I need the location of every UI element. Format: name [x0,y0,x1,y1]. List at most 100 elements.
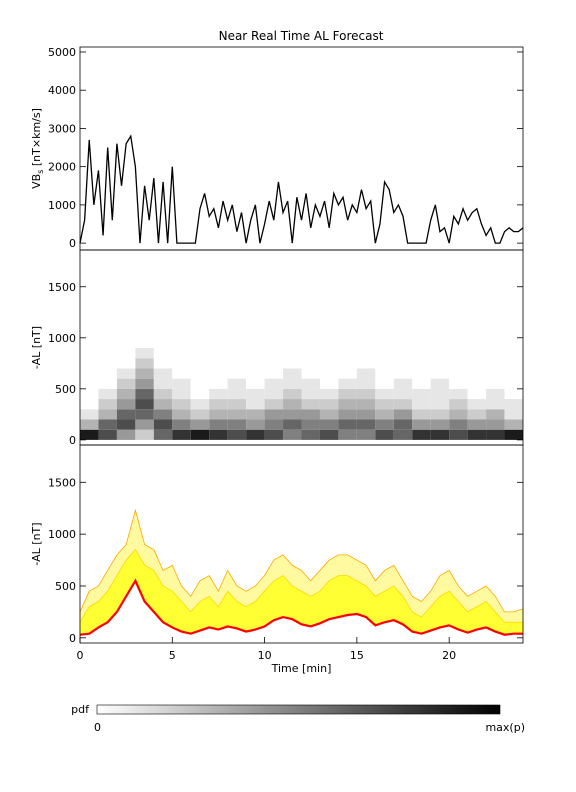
pdf-cell [135,348,154,359]
pdf-cell [301,409,320,420]
pdf-cell [246,358,265,369]
pdf-cell [246,429,265,440]
pdf-cell [486,419,505,430]
pdf-cell [116,419,136,430]
pdf-cell [449,378,468,389]
pdf-cell [467,348,487,359]
pdf-cell [319,348,339,359]
pdf-cell [283,388,302,400]
pdf-cell [190,378,210,389]
y-tick-label: 0 [69,632,76,645]
pdf-cell [430,388,450,400]
pdf-cell [504,348,523,359]
pdf-cell [153,358,173,369]
pdf-cell [209,429,228,440]
pdf-cell [301,419,320,430]
pdf-cell [98,358,117,369]
y-tick-label: 1000 [48,528,76,541]
pdf-cell [227,378,247,389]
pdf-cell [319,429,339,440]
panel [79,508,524,636]
colorbar-label: pdf [71,703,90,716]
pdf-cell [375,378,394,389]
pdf-cell [264,358,284,369]
pdf-cell [486,399,505,410]
pdf-cell [116,409,136,420]
pdf-cell [116,358,136,369]
pdf-cell [319,368,339,379]
y-tick-label: 5000 [48,46,76,59]
pdf-cell [301,429,320,440]
pdf-cell [80,409,99,420]
y-tick-label: 500 [55,383,76,396]
colorbar [96,704,501,715]
pdf-cell [264,388,284,400]
pdf-cell [135,388,154,400]
pdf-cell [319,419,339,430]
pdf-cell [467,409,487,420]
pdf-cell [80,348,99,359]
pdf-cell [430,358,450,369]
pdf-cell [375,399,394,410]
pdf-cell [504,429,523,440]
pdf-cell [486,378,505,389]
pdf-cell [486,409,505,420]
pdf-cell [301,399,320,410]
pdf-cell [153,429,173,440]
pdf-cell [486,358,505,369]
pdf-cell [338,348,357,359]
pdf-cell [393,399,413,410]
pdf-cell [467,419,487,430]
pdf-cell [356,378,376,389]
pdf-cell [393,378,413,389]
plot-frame [79,444,524,644]
pdf-cell [486,368,505,379]
pdf-cell [172,419,191,430]
pdf-cell [190,429,210,440]
y-label-unit: [nT×km/s] [30,108,43,170]
pdf-cell [98,378,117,389]
pdf-cell [209,399,228,410]
pdf-cell [135,429,154,440]
pdf-cell [153,419,173,430]
pdf-cell [98,429,117,440]
pdf-cell [301,358,320,369]
pdf-cell [135,399,154,410]
pdf-cell [467,368,487,379]
y-label-sub: s [36,170,45,174]
pdf-cell [116,429,136,440]
pdf-cell [301,368,320,379]
pdf-cell [172,358,191,369]
pdf-cell [153,409,173,420]
y-tick-label: 4000 [48,84,76,97]
pdf-cell [190,388,210,400]
pdf-cell [264,409,284,420]
pdf-cell [449,419,468,430]
pdf-cell [430,378,450,389]
y-tick-label: 3000 [48,122,76,135]
pdf-cell [246,368,265,379]
pdf-cell [283,348,302,359]
pdf-cell [264,429,284,440]
pdf-cell [264,368,284,379]
pdf-cell [116,399,136,410]
pdf-cell [375,388,394,400]
pdf-cell [319,378,339,389]
y-axis-label: -AL [nT] [30,326,43,369]
pdf-cell [301,378,320,389]
pdf-cell [412,368,431,379]
pdf-cell [246,419,265,430]
pdf-cell [486,348,505,359]
vbs-line [79,134,524,244]
pdf-cell [80,368,99,379]
pdf-cell [375,419,394,430]
pdf-cell [356,388,376,400]
pdf-cell [209,419,228,430]
pdf-cell [246,409,265,420]
y-axis-label: -AL [nT] [30,522,43,565]
pdf-cell [283,409,302,420]
pdf-cell [153,388,173,400]
pdf-cell [393,348,413,359]
pdf-cell [412,348,431,359]
